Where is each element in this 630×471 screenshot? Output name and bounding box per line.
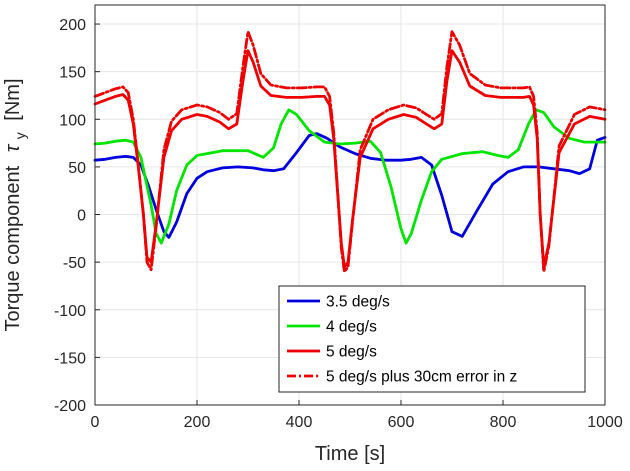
series-line-1: [93, 132, 607, 239]
x-tick-label: 800: [490, 414, 517, 431]
y-axis-title-subscript: y: [12, 132, 28, 139]
y-tick-label: -50: [63, 255, 86, 272]
x-tick-label: 600: [388, 414, 415, 431]
y-axis-title-unit: [Nm]: [2, 78, 24, 120]
y-axis-title-prefix: Torque component: [2, 165, 24, 331]
y-tick-label: 150: [59, 65, 86, 82]
y-tick-label: 0: [77, 208, 86, 225]
y-tick-label: -200: [54, 398, 86, 415]
y-tick-label: -100: [54, 303, 86, 320]
legend-box: [278, 285, 586, 393]
y-tick-label: 100: [59, 112, 86, 129]
legend-label-2: 4 deg/s: [326, 319, 377, 336]
x-tick-label: 0: [91, 414, 100, 431]
series-group: [93, 30, 607, 274]
axis-ticks: 0 200 400 600 800 1000 -200 -150 -100 -50 0 50 100 15…: [54, 17, 623, 431]
legend-label-1: 3.5 deg/s: [326, 294, 390, 311]
x-tick-label: 400: [286, 414, 313, 431]
x-tick-label: 200: [184, 414, 211, 431]
x-axis-title: Time [s]: [315, 443, 385, 465]
plot-frame: [94, 4, 606, 406]
y-tick-label: 200: [59, 17, 86, 34]
y-axis-title-symbol: τ: [2, 143, 24, 152]
x-tick-label: 1000: [587, 414, 623, 431]
y-axis-title: Torque component τ y [Nm]: [2, 78, 30, 331]
legend-label-3: 5 deg/s: [326, 344, 377, 361]
y-tick-label: 50: [68, 160, 86, 177]
legend-label-4: 5 deg/s plus 30cm error in z: [326, 369, 517, 386]
series-line-2: [93, 108, 607, 245]
series-line-4: [93, 30, 607, 274]
y-tick-label: -150: [54, 350, 86, 367]
legend: 3.5 deg/s 4 deg/s 5 deg/s 5 deg/s plus 30cm…: [278, 285, 586, 393]
